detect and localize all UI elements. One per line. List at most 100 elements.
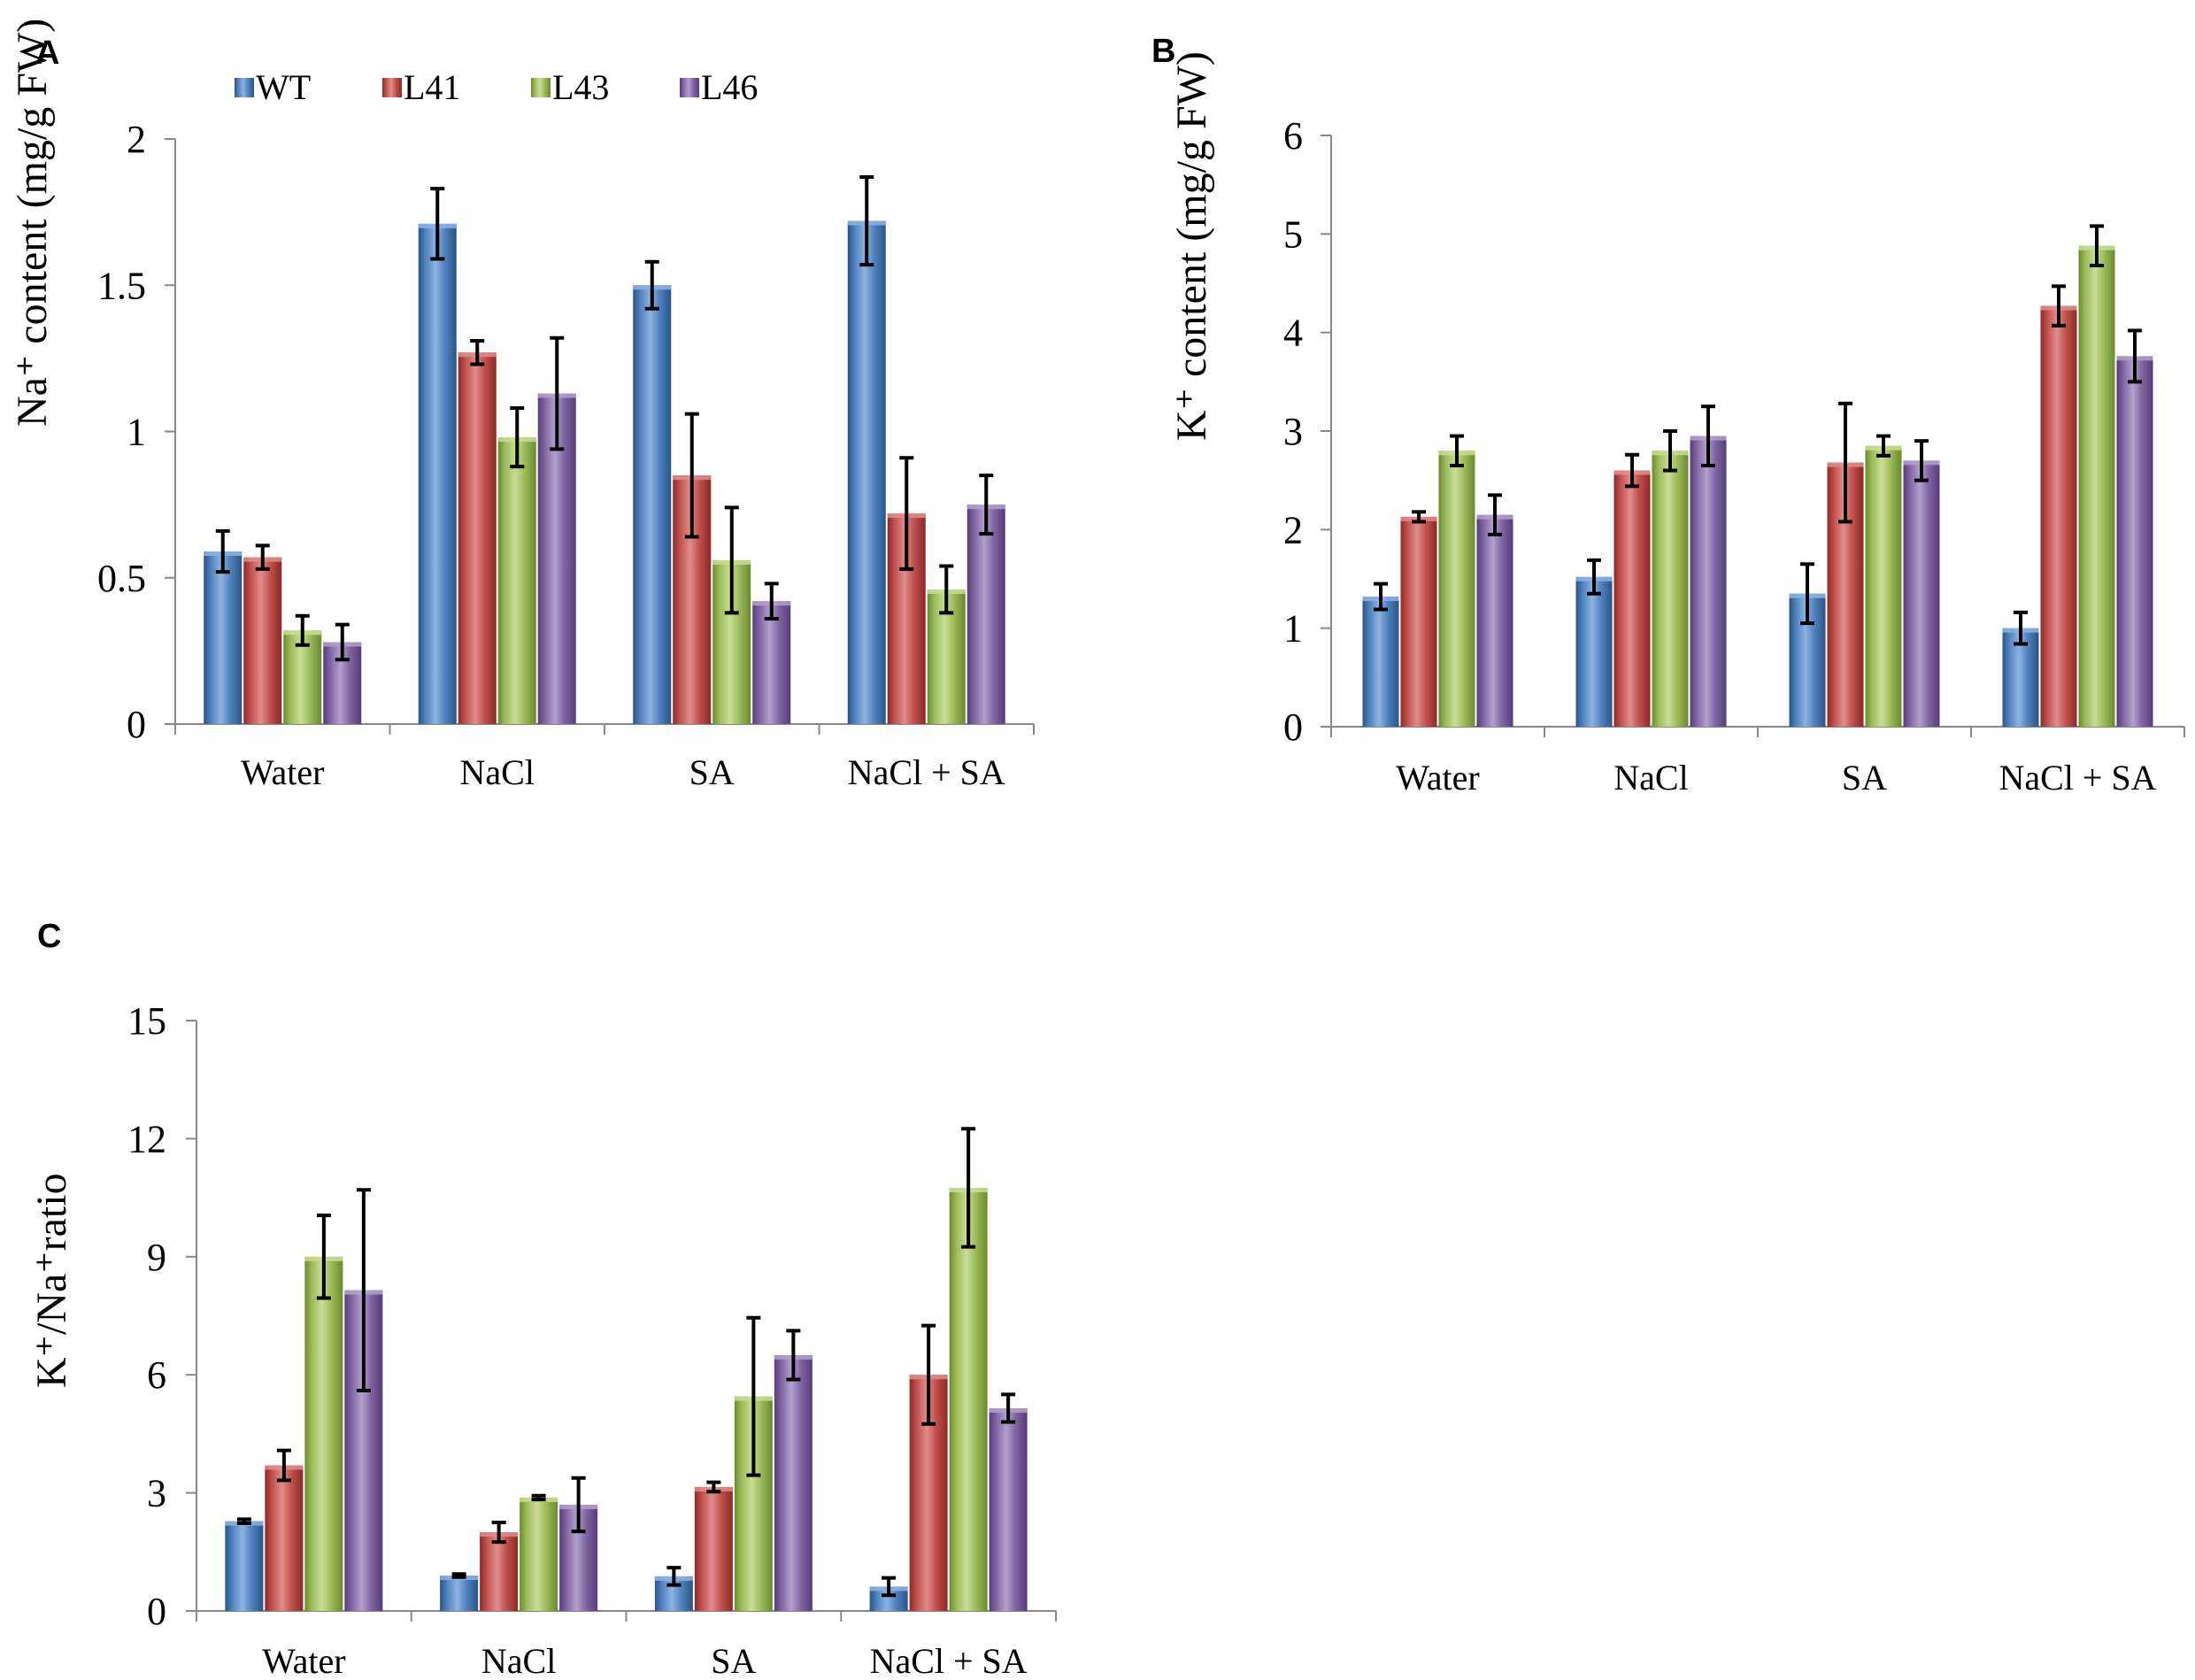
panel-c-category-label: SA — [711, 1641, 756, 1680]
panel-b-error-bar — [2128, 328, 2142, 384]
panel-c-error-bar — [316, 1214, 331, 1300]
panel-b-bar-l43 — [1438, 451, 1475, 727]
panel-b-error-bar — [1800, 562, 1814, 626]
panel-a-category-label: SA — [689, 752, 735, 792]
panel-c-bar-wt — [440, 1575, 479, 1611]
panel-c-error-bar — [961, 1127, 976, 1249]
panel-b-bar-l43 — [2078, 245, 2115, 727]
panel-a-error-bar — [644, 259, 659, 311]
panel-a-category-label: NaCl + SA — [848, 752, 1005, 792]
panel-b-error-bar — [1374, 582, 1388, 612]
panel-a-bar-l46 — [967, 505, 1005, 724]
panel-c-bar-l41 — [265, 1465, 304, 1611]
panel-c-error-bar — [666, 1566, 682, 1587]
panel-a-bar-l41 — [458, 352, 497, 724]
panel-b-error-bar — [1701, 405, 1715, 467]
panel-b-letter: B — [1151, 33, 1175, 70]
panel-c-y-tick-label: 0 — [147, 1590, 166, 1633]
panel-b-category-label: NaCl + SA — [1999, 758, 2156, 798]
panel-c-error-bar — [706, 1480, 721, 1494]
panel-a-y-tick-label: 2 — [127, 118, 146, 161]
panel-c-bar-l43 — [304, 1256, 343, 1611]
panel-c-error-bar — [1001, 1392, 1016, 1424]
panel-a-error-bar — [550, 335, 565, 451]
panel-c-y-tick-label: 9 — [147, 1236, 166, 1279]
panel-b-y-tick-label: 4 — [1283, 312, 1303, 355]
panel-c-chart: C K⁺/Na⁺ratio 0 3 6 9 12 15 Water NaCl SA NaCl + … — [28, 918, 1057, 1680]
panel-a-bar-l43 — [497, 437, 536, 724]
panel-b-bar-wt — [1575, 576, 1613, 727]
panel-a-letter: A — [35, 35, 59, 72]
panel-a-error-bar — [255, 543, 270, 571]
legend-swatch — [680, 78, 699, 97]
panel-a-error-bar — [335, 622, 350, 662]
panel-c-error-bar — [236, 1517, 251, 1525]
panel-b-error-bar — [1914, 439, 1929, 482]
panel-b-error-bar — [1587, 558, 1601, 596]
panel-c-error-bar — [356, 1188, 371, 1392]
legend-item-l43: L43 — [531, 67, 609, 107]
panel-a-bar-wt — [204, 551, 243, 724]
panel-c-bar-wt — [225, 1521, 264, 1611]
panel-b-error-bar — [2052, 284, 2066, 328]
legend-label: L43 — [552, 67, 609, 107]
panel-a-bar-l46 — [752, 601, 791, 724]
panel-a-error-bar — [859, 174, 874, 267]
panel-b-y-tick-label: 6 — [1283, 114, 1303, 158]
panel-a-category-label: NaCl — [460, 752, 535, 792]
panel-a-error-bar — [764, 582, 779, 621]
panel-a-y-axis-title: Na⁺ content (mg/g FW) — [9, 19, 56, 427]
panel-c-error-bar — [786, 1329, 801, 1382]
panel-c-error-bar — [276, 1448, 291, 1483]
panel-b-error-bar — [1838, 401, 1852, 524]
panel-b-bar-l41 — [1614, 470, 1651, 727]
panel-b-category-label: NaCl — [1614, 758, 1688, 798]
legend-item-l41: L41 — [382, 67, 460, 107]
panel-b-y-axis-title: K⁺ content (mg/g FW) — [1168, 51, 1215, 441]
panel-b-error-bar — [2090, 224, 2104, 267]
panel-a-error-bar — [430, 187, 445, 261]
panel-a-y-tick-label: 1.5 — [97, 264, 146, 307]
panel-b-bar-wt — [1362, 597, 1399, 727]
legend-label: L46 — [701, 67, 758, 107]
panel-a-error-bar — [939, 564, 954, 615]
panel-a-bar-l41 — [243, 557, 282, 724]
panel-c-bar-l41 — [480, 1532, 519, 1611]
panel-a-chart: A WT L41 L43 L46 Na⁺ content (mg/g FW) 0 0.5… — [9, 19, 1035, 792]
panel-a-bar-wt — [418, 223, 457, 725]
panel-b-y-tick-label: 1 — [1283, 607, 1303, 651]
panel-b-y-tick-label: 5 — [1283, 212, 1303, 256]
panel-c-bar-l46 — [774, 1354, 813, 1611]
legend-item-l46: L46 — [680, 67, 758, 107]
panel-c-y-tick-label: 15 — [127, 999, 166, 1043]
panel-b-y-tick-label: 2 — [1283, 508, 1303, 551]
panel-a-bar-wt — [633, 285, 672, 724]
legend: WT L41 L43 L46 — [235, 67, 758, 107]
panel-b-error-bar — [1488, 493, 1502, 536]
panel-a-error-bar — [979, 474, 994, 536]
panel-b-bar-l46 — [1690, 435, 1727, 727]
panel-c-error-bar — [882, 1576, 897, 1598]
legend-label: L41 — [404, 67, 460, 107]
panel-c-y-tick-label: 12 — [127, 1117, 166, 1160]
panel-a-y-tick-label: 0.5 — [97, 557, 146, 600]
panel-a-error-bar — [295, 613, 310, 647]
panel-a-category-label: Water — [241, 752, 325, 792]
panel-b-bar-l43 — [1865, 445, 1902, 727]
panel-c-category-label: Water — [262, 1641, 346, 1680]
panel-a-error-bar — [470, 339, 485, 366]
panel-a-y-tick-label: 1 — [127, 411, 146, 454]
panel-c-category-label: NaCl — [481, 1641, 556, 1680]
panel-c-error-bar — [451, 1572, 466, 1579]
panel-b-category-label: SA — [1842, 758, 1887, 798]
panel-c-y-tick-label: 6 — [147, 1353, 166, 1397]
panel-c-category-label: NaCl + SA — [870, 1641, 1028, 1680]
panel-b-error-bar — [1450, 434, 1464, 467]
panel-b-error-bar — [1412, 510, 1426, 524]
panel-b-y-tick-label: 3 — [1283, 410, 1303, 453]
panel-c-y-axis-title: K⁺/Na⁺ratio — [28, 1173, 75, 1388]
panel-b-error-bar — [1625, 452, 1639, 489]
legend-item-wt: WT — [235, 67, 311, 107]
panel-c-error-bar — [921, 1323, 936, 1426]
